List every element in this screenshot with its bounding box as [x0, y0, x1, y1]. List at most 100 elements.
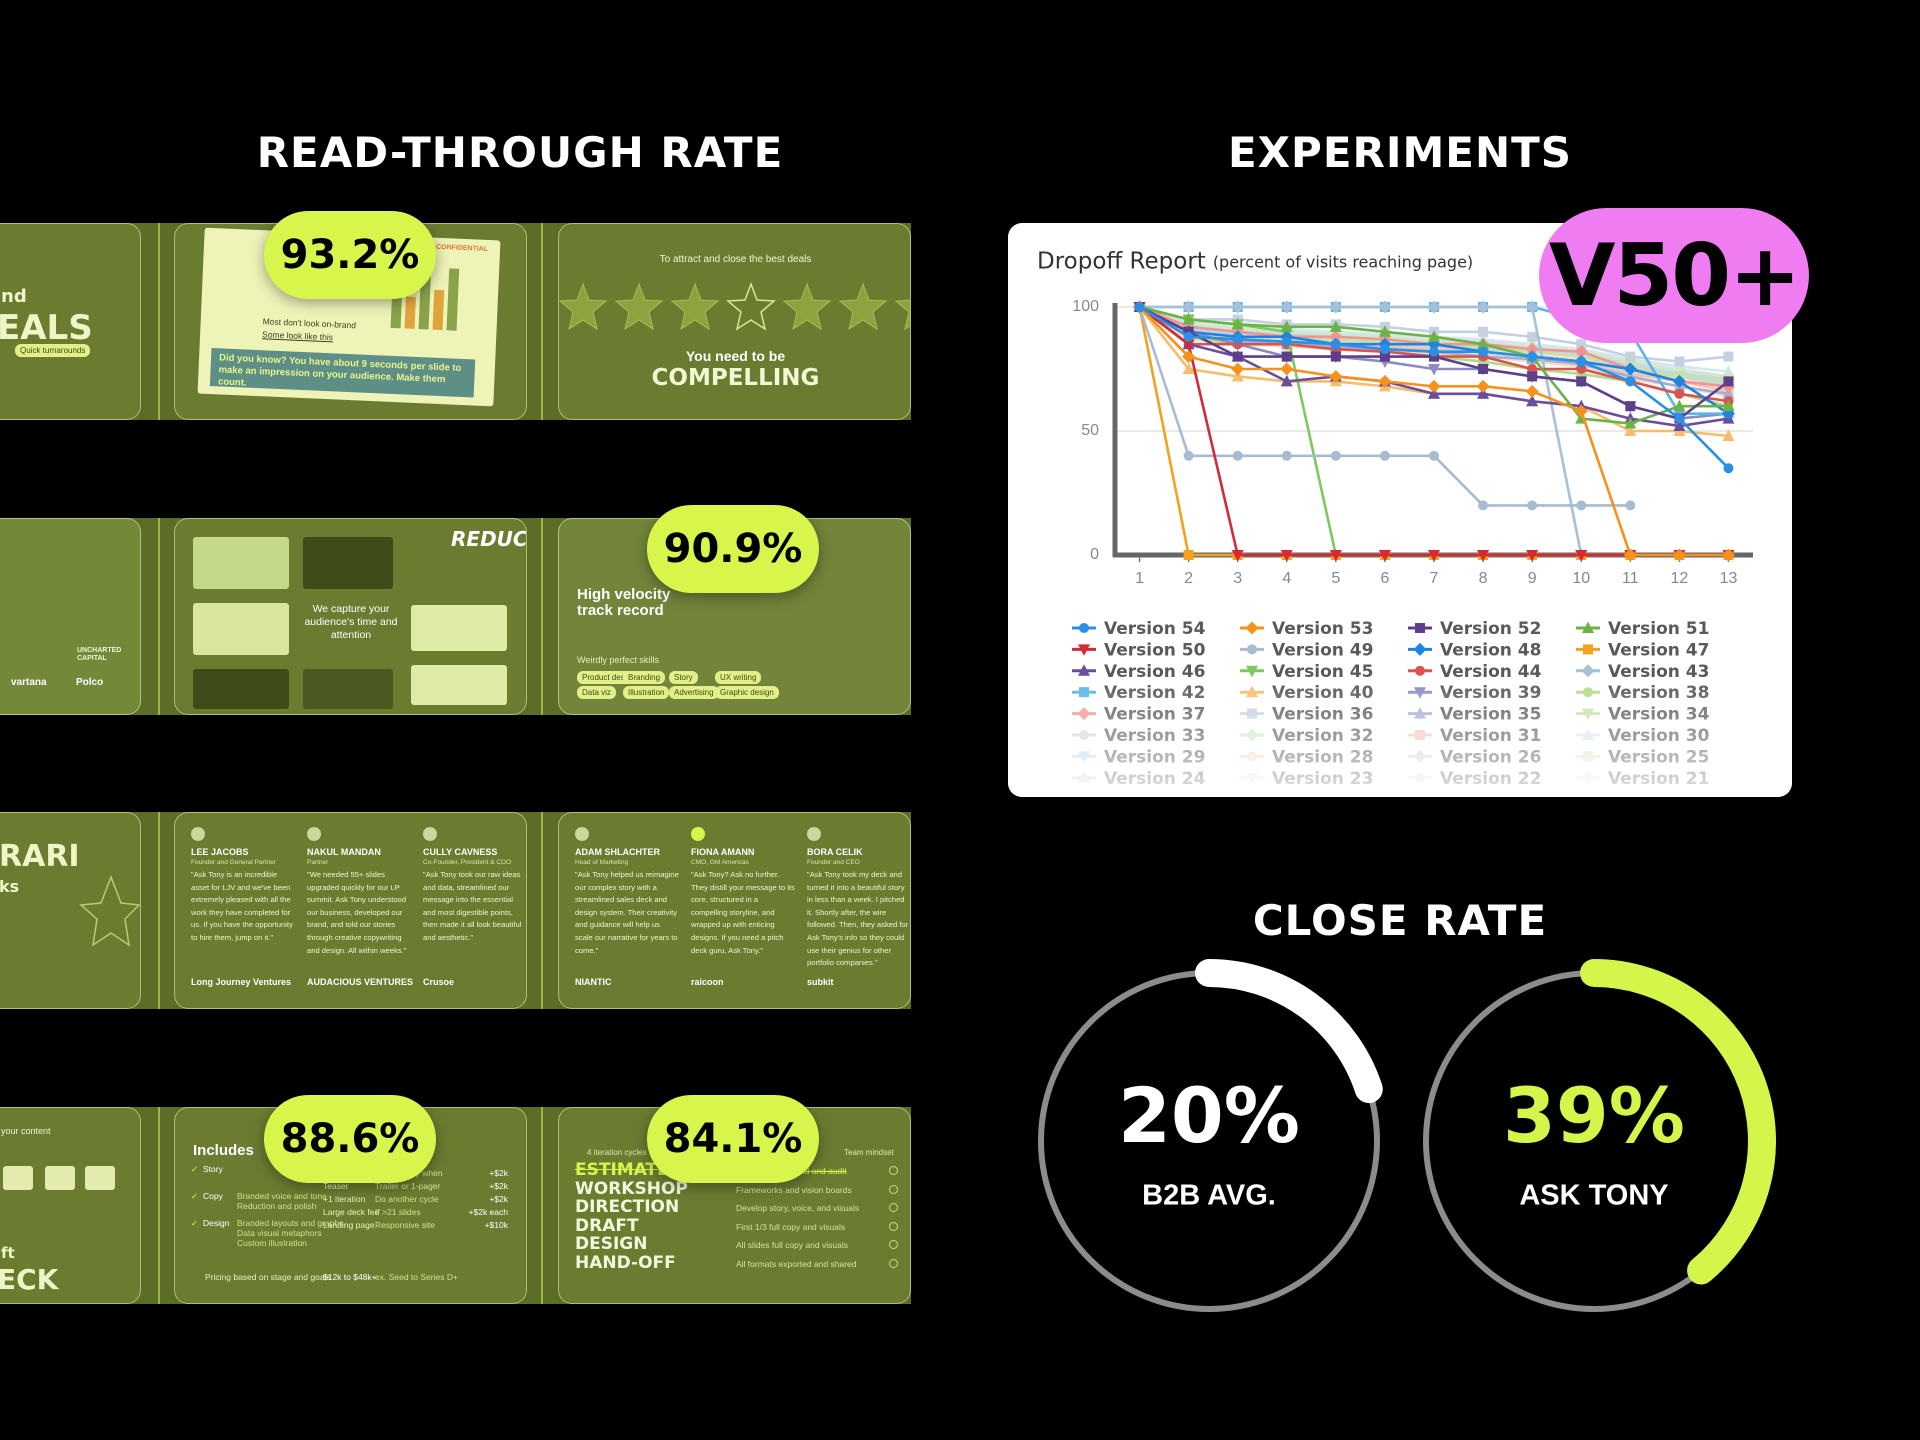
marker	[1232, 450, 1243, 461]
service-item: Branded voice and tone	[237, 1191, 327, 1201]
marker	[1079, 623, 1089, 633]
rate-pill: 84.1%	[647, 1095, 819, 1183]
company-logo: Crusoe	[423, 977, 455, 987]
addon: Landing page	[323, 1220, 375, 1230]
stars	[559, 282, 910, 331]
chip: Quick turnarounds	[15, 344, 91, 357]
step-icon	[889, 1203, 898, 1213]
person-role: Founder and CEO	[807, 859, 860, 866]
bullet: Most don't look on-brand	[262, 316, 357, 331]
decor-slide	[193, 669, 289, 709]
marker	[1280, 362, 1294, 376]
marker	[1232, 334, 1243, 345]
marker	[1477, 550, 1490, 562]
decor-slide	[303, 537, 393, 589]
chart: Dropoff Report (percent of visits reachin…	[1008, 249, 1792, 797]
person-role: Founder and General Partner	[191, 859, 276, 866]
heading: CLOSE RATE	[1252, 896, 1548, 945]
marker	[1245, 621, 1259, 635]
logo: Polco	[76, 677, 104, 688]
step-icon	[889, 1221, 898, 1231]
chip: Story	[669, 671, 698, 684]
step: First 1/3 full copy and visuals	[736, 1221, 846, 1232]
marker	[1583, 644, 1593, 655]
phase: WORKSHOP	[575, 1178, 688, 1199]
slide-text: Includes	[193, 1142, 254, 1159]
marker	[1078, 644, 1090, 656]
quote: "We needed 55+ slides upgraded quickly f…	[307, 870, 407, 955]
slide-text: Weirdly perfect skills	[577, 655, 659, 665]
check: ✓	[191, 1218, 199, 1228]
marker	[1378, 300, 1392, 314]
marker	[1625, 500, 1636, 511]
company-logo: AUDACIOUS VENTURES	[307, 977, 414, 987]
marker	[1329, 320, 1342, 332]
decor	[85, 1166, 115, 1190]
decor-bar	[432, 289, 445, 331]
marker	[1182, 350, 1196, 364]
quote: "Ask Tony? Ask no further. They distill …	[691, 870, 795, 955]
x-tick-label: 2	[1184, 570, 1193, 587]
legend-label: Version 54	[1104, 619, 1206, 639]
marker	[1582, 621, 1594, 633]
marker	[1673, 399, 1686, 412]
marker	[1478, 364, 1489, 374]
legend-label: Version 51	[1608, 619, 1709, 639]
gauge-arc	[1195, 959, 1383, 1104]
marker	[1330, 339, 1341, 350]
addon-price: +$2k	[489, 1194, 508, 1204]
rate-pill: 93.2%	[264, 211, 436, 299]
step: Frameworks and vision boards	[736, 1184, 852, 1195]
phase: HAND-OFF	[575, 1253, 676, 1273]
decor-bar	[404, 296, 416, 329]
marker	[1330, 351, 1341, 362]
slide-text: To attract and close the best deals	[659, 254, 812, 265]
chip: Illustration	[623, 686, 670, 699]
service-item: Branded layouts and graphs	[237, 1218, 344, 1228]
decor	[3, 1166, 33, 1190]
addon: Do another cycle	[375, 1194, 439, 1204]
slide-text: COMPELLING	[651, 365, 820, 391]
marker	[1674, 413, 1685, 424]
x-tick-label: 12	[1670, 570, 1688, 587]
chip: Graphic design	[715, 686, 779, 699]
marker	[1476, 300, 1490, 314]
marker	[1428, 364, 1440, 376]
decor-slide	[193, 537, 289, 589]
slide-text: ft	[1, 1244, 15, 1262]
legend-label: Version 44	[1440, 662, 1542, 682]
slide-text: EALS	[0, 308, 93, 348]
gauge-value: 20%	[1118, 1071, 1300, 1160]
marker	[1574, 404, 1588, 418]
slide-thumb: LEE JACOBS Founder and General Partner "As…	[174, 812, 527, 1009]
marker	[1413, 642, 1427, 656]
quote: "Ask Tony helped us reimagine our comple…	[575, 870, 679, 955]
person-name: LEE JACOBS	[191, 847, 249, 857]
y-tick-label: 0	[1090, 546, 1099, 563]
step: All slides full copy and visuals	[736, 1240, 848, 1251]
marker	[1576, 500, 1587, 511]
addon: +1 iteration	[323, 1194, 366, 1204]
slide-thumb: RARI ks	[0, 812, 141, 1009]
series	[1133, 300, 1735, 562]
legend-label: Version 46	[1104, 662, 1205, 682]
company-logo: subkit	[807, 977, 834, 987]
logo: vartana	[11, 677, 47, 688]
quote: "Ask Tony took our raw ideas and data, s…	[423, 870, 522, 942]
person-name: BORA CELIK	[807, 847, 863, 857]
slide-text: RARI	[0, 839, 80, 874]
marker	[1280, 300, 1294, 314]
person-role: Partner	[307, 859, 329, 866]
slide-thumb: To attract and close the best deals You …	[558, 223, 911, 420]
avatar	[307, 827, 321, 841]
divider	[541, 223, 543, 420]
legend-label: Version 53	[1272, 619, 1373, 639]
legend-label: Version 47	[1608, 640, 1709, 660]
service-name: Story	[203, 1164, 223, 1174]
marker	[1723, 351, 1734, 362]
marker	[1379, 351, 1390, 362]
marker	[1672, 548, 1686, 562]
marker	[1378, 374, 1392, 388]
marker	[1246, 665, 1258, 678]
marker	[1232, 351, 1243, 362]
